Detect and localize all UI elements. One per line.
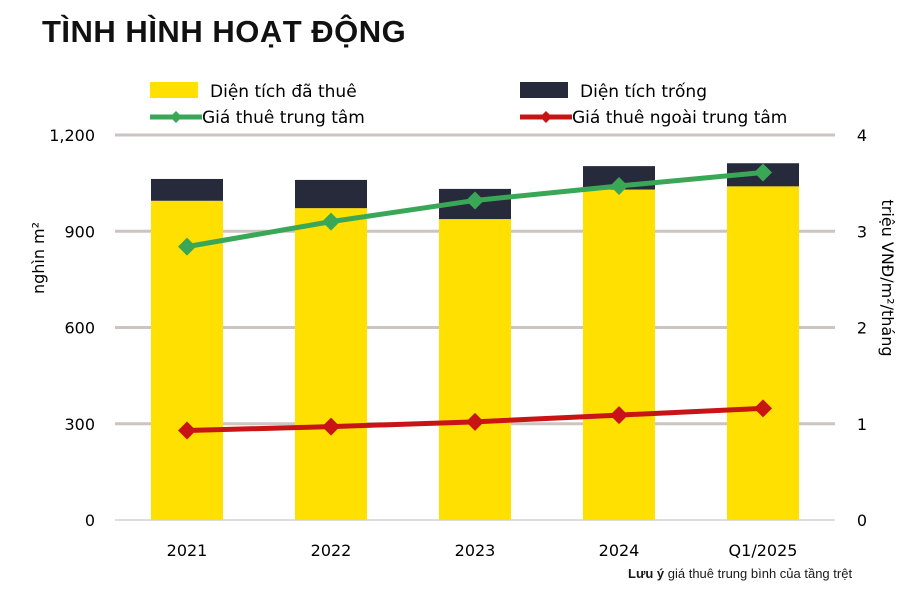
bar-diện-tích-đã-thuê (583, 189, 655, 520)
x-tick-label: 2022 (311, 541, 352, 560)
line-marker (178, 421, 196, 440)
bar-diện-tích-trống (295, 179, 367, 209)
y2-axis-label: triệu VNĐ/m²/tháng (878, 200, 897, 357)
y-axis-label: nghìn m² (29, 222, 48, 294)
legend-label: Diện tích đã thuê (210, 82, 357, 102)
bar-diện-tích-đã-thuê (727, 186, 799, 521)
y2-tick-label: 4 (857, 126, 867, 145)
legend-swatch (150, 82, 198, 98)
line-marker (178, 237, 196, 256)
legend-swatch (520, 82, 568, 98)
line-marker (322, 417, 340, 436)
y-tick-label: 1,200 (49, 126, 95, 145)
y-tick-label: 300 (64, 415, 95, 434)
y2-tick-label: 2 (857, 319, 867, 338)
x-tick-label: 2021 (167, 541, 208, 560)
x-tick-label: Q1/2025 (729, 541, 798, 560)
line-marker (466, 412, 484, 431)
y2-tick-label: 1 (857, 415, 867, 434)
line-marker (322, 212, 340, 231)
line-marker (610, 177, 628, 196)
y-tick-label: 0 (85, 511, 95, 530)
legend-marker (540, 111, 552, 123)
x-tick-label: 2024 (599, 541, 640, 560)
legend-label: Giá thuê trung tâm (202, 108, 365, 128)
legend-label: Diện tích trống (580, 81, 707, 102)
y2-tick-label: 3 (857, 222, 867, 241)
note-text: giá thuê trung bình của tầng trệt (664, 566, 853, 581)
bar-diện-tích-trống (151, 178, 223, 201)
line-marker (466, 191, 484, 210)
bar-diện-tích-đã-thuê (439, 219, 511, 520)
legend-marker (170, 111, 182, 123)
y-tick-label: 600 (64, 319, 95, 338)
page-title: TÌNH HÌNH HOẠT ĐỘNG (42, 14, 407, 49)
line-marker (610, 406, 628, 425)
bar-diện-tích-đã-thuê (295, 208, 367, 520)
y2-tick-label: 0 (857, 511, 867, 530)
line-marker (754, 163, 772, 182)
x-tick-label: 2023 (455, 541, 496, 560)
y-tick-label: 900 (64, 222, 95, 241)
note-label: Lưu ý (628, 566, 665, 581)
footnote: Lưu ý giá thuê trung bình của tầng trệt (628, 566, 852, 581)
line-marker (754, 399, 772, 418)
legend-label: Giá thuê ngoài trung tâm (572, 108, 787, 128)
